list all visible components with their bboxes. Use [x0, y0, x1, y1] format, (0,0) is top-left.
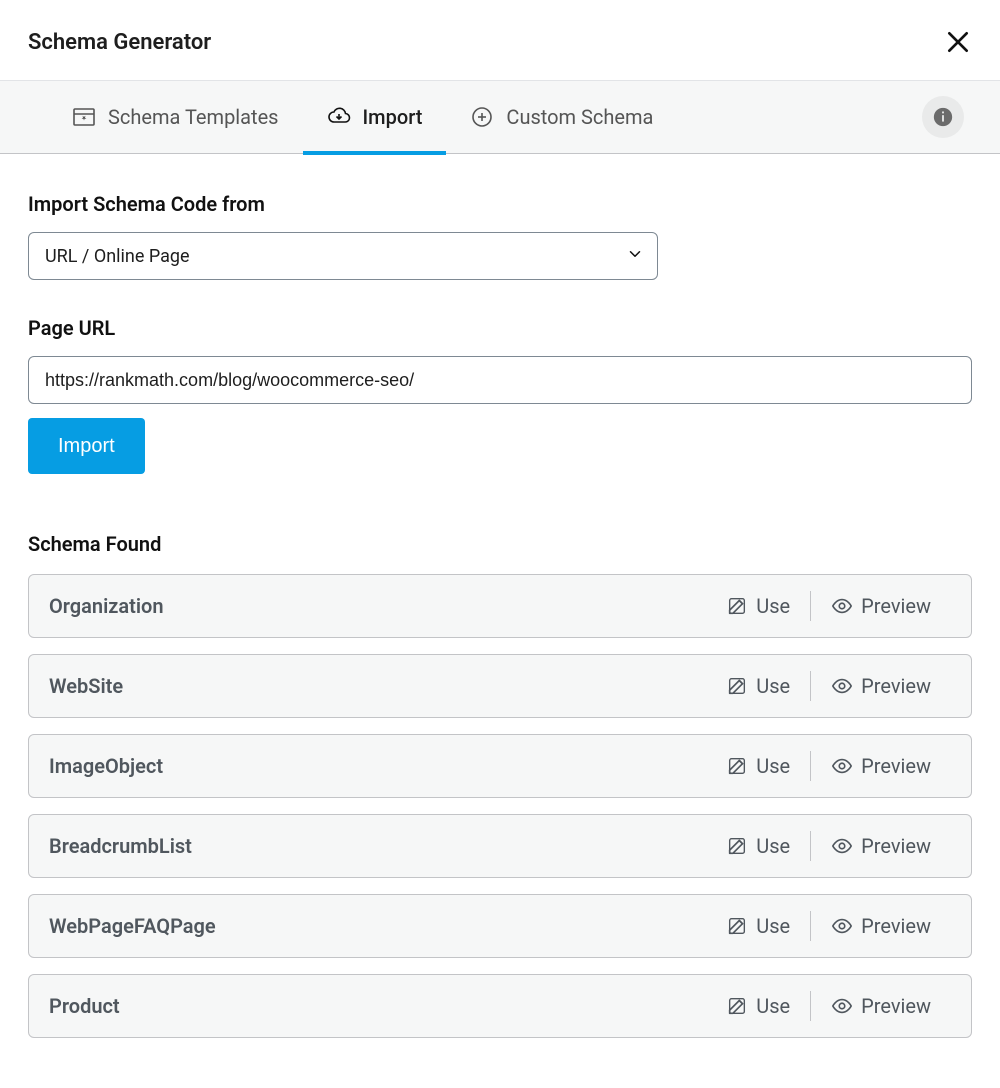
tab-import[interactable]: Import — [303, 80, 447, 154]
schema-name: Product — [49, 994, 706, 1018]
plus-circle-icon — [470, 105, 494, 129]
tabs: Schema Templates Import Custom Schema — [0, 80, 1000, 154]
row-actions: Use Preview — [706, 827, 951, 865]
use-button[interactable]: Use — [706, 747, 810, 785]
preview-label: Preview — [861, 674, 931, 698]
preview-label: Preview — [861, 914, 931, 938]
import-source-select[interactable]: URL / Online Page — [28, 232, 658, 280]
info-button[interactable] — [922, 96, 964, 138]
schema-list: OrganizationUsePreviewWebSiteUsePreviewI… — [28, 574, 972, 1038]
edit-icon — [726, 835, 748, 857]
edit-icon — [726, 915, 748, 937]
preview-button[interactable]: Preview — [811, 827, 951, 865]
use-button[interactable]: Use — [706, 587, 810, 625]
page-url-label: Page URL — [28, 316, 972, 340]
edit-icon — [726, 675, 748, 697]
edit-icon — [726, 755, 748, 777]
use-label: Use — [756, 834, 790, 858]
info-icon — [932, 106, 954, 128]
schema-found-heading: Schema Found — [28, 532, 972, 556]
eye-icon — [831, 755, 853, 777]
row-actions: Use Preview — [706, 987, 951, 1025]
eye-icon — [831, 835, 853, 857]
row-actions: Use Preview — [706, 907, 951, 945]
eye-icon — [831, 995, 853, 1017]
edit-icon — [726, 595, 748, 617]
eye-icon — [831, 595, 853, 617]
tab-custom-schema[interactable]: Custom Schema — [446, 80, 677, 154]
schema-name: WebSite — [49, 674, 706, 698]
cloud-download-icon — [327, 105, 351, 129]
preview-button[interactable]: Preview — [811, 747, 951, 785]
preview-label: Preview — [861, 754, 931, 778]
use-button[interactable]: Use — [706, 987, 810, 1025]
schema-row: WebSite Use Preview — [28, 654, 972, 718]
preview-button[interactable]: Preview — [811, 587, 951, 625]
tab-label: Custom Schema — [506, 105, 653, 129]
edit-icon — [726, 995, 748, 1017]
schema-name: WebPageFAQPage — [49, 914, 706, 938]
eye-icon — [831, 915, 853, 937]
import-source-value: URL / Online Page — [45, 246, 190, 267]
preview-button[interactable]: Preview — [811, 987, 951, 1025]
use-label: Use — [756, 594, 790, 618]
preview-button[interactable]: Preview — [811, 907, 951, 945]
tab-label: Import — [363, 105, 423, 129]
import-source-select-wrap: URL / Online Page — [28, 232, 658, 280]
import-from-label: Import Schema Code from — [28, 192, 972, 216]
schema-name: BreadcrumbList — [49, 834, 706, 858]
schema-row: BreadcrumbList Use Preview — [28, 814, 972, 878]
schema-row: WebPageFAQPage Use Preview — [28, 894, 972, 958]
eye-icon — [831, 675, 853, 697]
use-label: Use — [756, 754, 790, 778]
schema-row: ImageObject Use Preview — [28, 734, 972, 798]
modal-title: Schema Generator — [28, 30, 211, 55]
schema-name: ImageObject — [49, 754, 706, 778]
modal-header: Schema Generator — [0, 0, 1000, 80]
schema-row: Organization Use Preview — [28, 574, 972, 638]
tab-schema-templates[interactable]: Schema Templates — [48, 80, 303, 154]
preview-label: Preview — [861, 994, 931, 1018]
preview-button[interactable]: Preview — [811, 667, 951, 705]
page-url-input[interactable] — [28, 356, 972, 404]
import-button[interactable]: Import — [28, 418, 145, 474]
use-label: Use — [756, 914, 790, 938]
close-icon — [945, 29, 971, 55]
row-actions: Use Preview — [706, 667, 951, 705]
schema-row: Product Use Preview — [28, 974, 972, 1038]
use-label: Use — [756, 674, 790, 698]
preview-label: Preview — [861, 834, 931, 858]
row-actions: Use Preview — [706, 747, 951, 785]
schema-name: Organization — [49, 594, 706, 618]
template-icon — [72, 105, 96, 129]
preview-label: Preview — [861, 594, 931, 618]
use-label: Use — [756, 994, 790, 1018]
tab-label: Schema Templates — [108, 105, 279, 129]
row-actions: Use Preview — [706, 587, 951, 625]
use-button[interactable]: Use — [706, 907, 810, 945]
close-button[interactable] — [944, 28, 972, 56]
content: Import Schema Code from URL / Online Pag… — [0, 154, 1000, 1066]
use-button[interactable]: Use — [706, 827, 810, 865]
use-button[interactable]: Use — [706, 667, 810, 705]
